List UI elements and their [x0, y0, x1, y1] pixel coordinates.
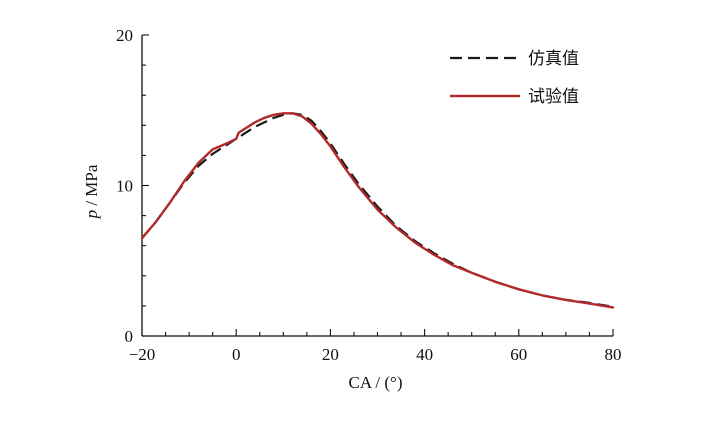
plot-area	[140, 112, 615, 309]
legend-label-1: 仿真值	[528, 49, 579, 69]
y-axis-title: p / MPa	[82, 164, 101, 219]
x-tick-label: −20	[129, 345, 156, 364]
series-line-1	[141, 112, 614, 308]
x-tick-label: 20	[322, 345, 339, 364]
legend-label-2: 试验值	[528, 87, 579, 107]
y-tick-label: 0	[125, 327, 134, 346]
x-axis-title: CA / (°)	[348, 373, 402, 392]
x-tick-label: 0	[232, 345, 241, 364]
x-tick-label: 80	[605, 345, 622, 364]
y-tick-label: 20	[116, 26, 133, 45]
y-axis-variable: p	[82, 210, 101, 220]
series-line-2	[140, 112, 615, 309]
x-tick-label: 60	[510, 345, 527, 364]
y-axis-unit: / MPa	[82, 164, 101, 210]
y-tick-label: 10	[116, 177, 133, 196]
x-tick-label: 40	[416, 345, 433, 364]
